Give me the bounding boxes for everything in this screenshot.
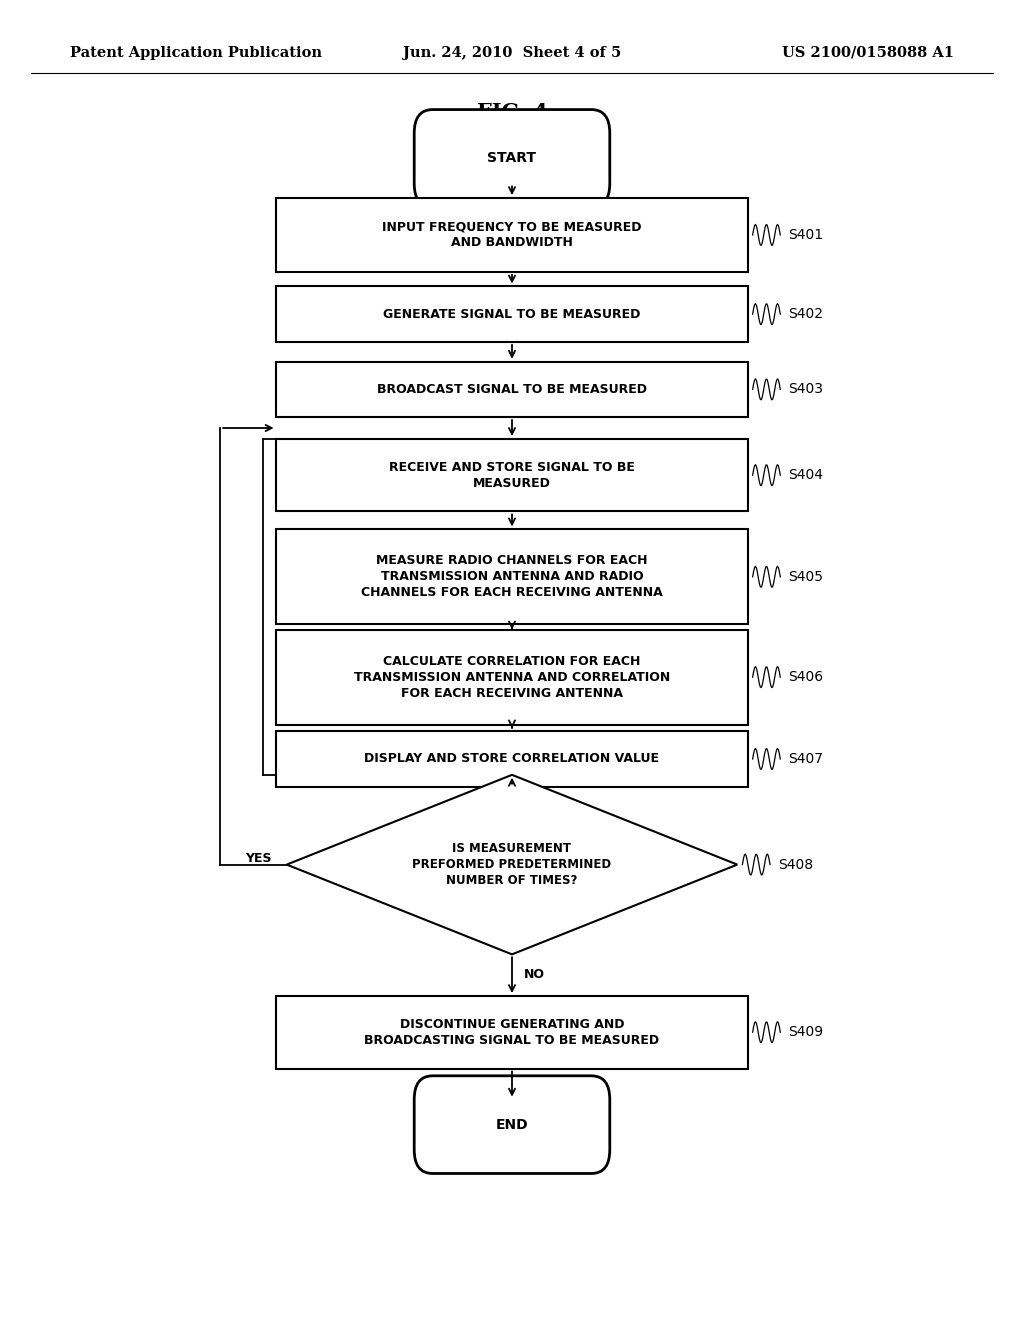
FancyBboxPatch shape — [276, 995, 748, 1069]
Text: INPUT FREQUENCY TO BE MEASURED
AND BANDWIDTH: INPUT FREQUENCY TO BE MEASURED AND BANDW… — [382, 220, 642, 249]
FancyBboxPatch shape — [276, 731, 748, 787]
Text: S409: S409 — [788, 1026, 823, 1039]
FancyBboxPatch shape — [276, 630, 748, 725]
FancyBboxPatch shape — [276, 286, 748, 342]
Text: MEASURE RADIO CHANNELS FOR EACH
TRANSMISSION ANTENNA AND RADIO
CHANNELS FOR EACH: MEASURE RADIO CHANNELS FOR EACH TRANSMIS… — [361, 554, 663, 599]
Text: S403: S403 — [788, 383, 823, 396]
Text: Jun. 24, 2010  Sheet 4 of 5: Jun. 24, 2010 Sheet 4 of 5 — [402, 46, 622, 59]
Text: DISPLAY AND STORE CORRELATION VALUE: DISPLAY AND STORE CORRELATION VALUE — [365, 752, 659, 766]
Text: NO: NO — [524, 968, 546, 981]
Text: YES: YES — [245, 851, 271, 865]
FancyBboxPatch shape — [276, 529, 748, 624]
Text: S401: S401 — [788, 228, 823, 242]
Text: S405: S405 — [788, 570, 823, 583]
Text: BROADCAST SIGNAL TO BE MEASURED: BROADCAST SIGNAL TO BE MEASURED — [377, 383, 647, 396]
Text: US 2100/0158088 A1: US 2100/0158088 A1 — [782, 46, 954, 59]
FancyBboxPatch shape — [414, 110, 609, 207]
Text: GENERATE SIGNAL TO BE MEASURED: GENERATE SIGNAL TO BE MEASURED — [383, 308, 641, 321]
Text: END: END — [496, 1118, 528, 1131]
Text: Patent Application Publication: Patent Application Publication — [70, 46, 322, 59]
Text: RECEIVE AND STORE SIGNAL TO BE
MEASURED: RECEIVE AND STORE SIGNAL TO BE MEASURED — [389, 461, 635, 490]
Polygon shape — [287, 775, 737, 954]
Text: S406: S406 — [788, 671, 823, 684]
Text: S404: S404 — [788, 469, 823, 482]
Text: CALCULATE CORRELATION FOR EACH
TRANSMISSION ANTENNA AND CORRELATION
FOR EACH REC: CALCULATE CORRELATION FOR EACH TRANSMISS… — [354, 655, 670, 700]
Text: DISCONTINUE GENERATING AND
BROADCASTING SIGNAL TO BE MEASURED: DISCONTINUE GENERATING AND BROADCASTING … — [365, 1018, 659, 1047]
Text: FIG. 4: FIG. 4 — [476, 102, 548, 123]
Text: S407: S407 — [788, 752, 823, 766]
FancyBboxPatch shape — [276, 438, 748, 511]
FancyBboxPatch shape — [276, 362, 748, 417]
FancyBboxPatch shape — [276, 198, 748, 272]
Text: START: START — [487, 152, 537, 165]
Text: IS MEASUREMENT
PREFORMED PREDETERMINED
NUMBER OF TIMES?: IS MEASUREMENT PREFORMED PREDETERMINED N… — [413, 842, 611, 887]
Text: S408: S408 — [778, 858, 813, 871]
Text: S402: S402 — [788, 308, 823, 321]
FancyBboxPatch shape — [414, 1076, 609, 1173]
